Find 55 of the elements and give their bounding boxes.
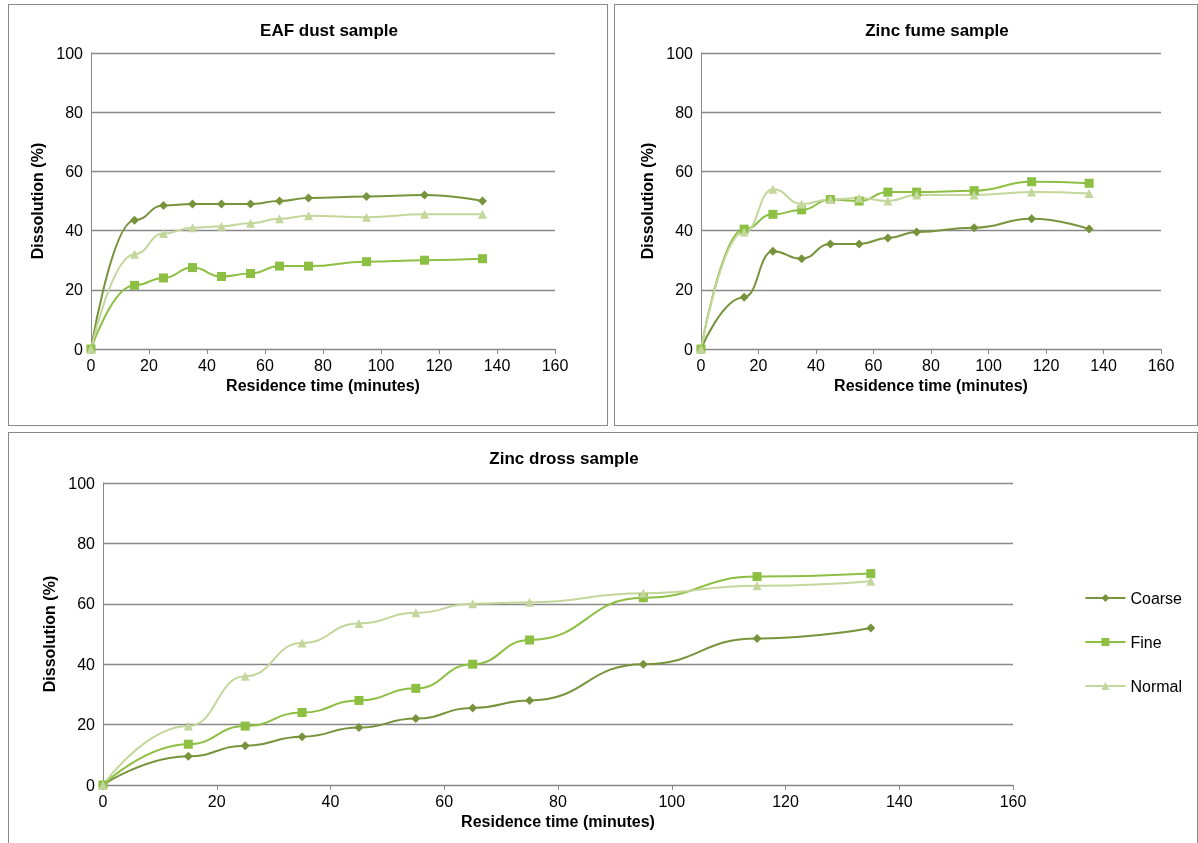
x-tick-label: 140: [483, 356, 511, 374]
y-tick-label: 40: [65, 222, 84, 240]
chart-title: EAF dust sample: [260, 21, 398, 40]
x-tick-label: 100: [367, 356, 395, 374]
x-tick-label: 20: [140, 356, 158, 374]
y-tick-label: 60: [65, 162, 84, 180]
x-tick-label: 120: [772, 792, 799, 810]
y-tick-label: 80: [675, 103, 694, 121]
y-tick-label: 100: [56, 44, 84, 62]
x-tick-label: 0: [696, 356, 706, 374]
y-tick-label: 0: [86, 776, 96, 794]
x-tick-label: 0: [98, 792, 108, 810]
y-tick-label: 60: [77, 595, 96, 613]
x-axis-title: Residence time (minutes): [226, 377, 420, 395]
x-axis-title: Residence time (minutes): [834, 377, 1028, 395]
y-tick-label: 80: [77, 534, 96, 552]
y-tick-label: 0: [74, 340, 84, 358]
y-tick-label: 100: [666, 44, 694, 62]
chart-title: Zinc dross sample: [489, 449, 639, 468]
x-tick-label: 160: [541, 356, 569, 374]
x-tick-label: 80: [314, 356, 332, 374]
x-tick-label: 100: [975, 356, 1002, 374]
x-tick-label: 40: [807, 356, 825, 374]
y-axis-title: Dissolution (%): [28, 142, 46, 260]
x-tick-label: 20: [207, 792, 226, 810]
x-tick-label: 60: [256, 356, 274, 374]
x-tick-label: 120: [425, 356, 453, 374]
y-axis-title: Dissolution (%): [40, 575, 58, 693]
x-tick-label: 160: [999, 792, 1027, 810]
x-tick-label: 80: [922, 356, 940, 374]
legend-label: Coarse: [1130, 589, 1183, 607]
x-axis-title: Residence time (minutes): [461, 813, 655, 831]
x-tick-label: 40: [198, 356, 216, 374]
y-tick-label: 80: [65, 103, 84, 121]
x-tick-label: 140: [1090, 356, 1117, 374]
y-axis-title: Dissolution (%): [638, 142, 656, 260]
y-tick-label: 100: [68, 474, 96, 492]
x-tick-label: 80: [549, 792, 567, 810]
y-tick-label: 60: [675, 162, 694, 180]
chart-title: Zinc fume sample: [865, 21, 1009, 40]
x-tick-label: 60: [435, 792, 454, 810]
y-tick-label: 20: [77, 716, 96, 734]
x-tick-label: 40: [321, 792, 340, 810]
y-tick-label: 40: [675, 222, 694, 240]
x-tick-label: 140: [885, 792, 913, 810]
x-tick-label: 160: [1147, 356, 1175, 374]
x-tick-label: 20: [749, 356, 768, 374]
y-tick-label: 40: [77, 655, 96, 673]
y-tick-label: 20: [65, 281, 84, 299]
legend-label: Normal: [1130, 677, 1182, 695]
x-tick-label: 60: [864, 356, 883, 374]
legend-label: Fine: [1130, 633, 1162, 651]
x-tick-label: 120: [1032, 356, 1060, 374]
y-tick-label: 20: [675, 281, 694, 299]
y-tick-label: 0: [684, 340, 694, 358]
